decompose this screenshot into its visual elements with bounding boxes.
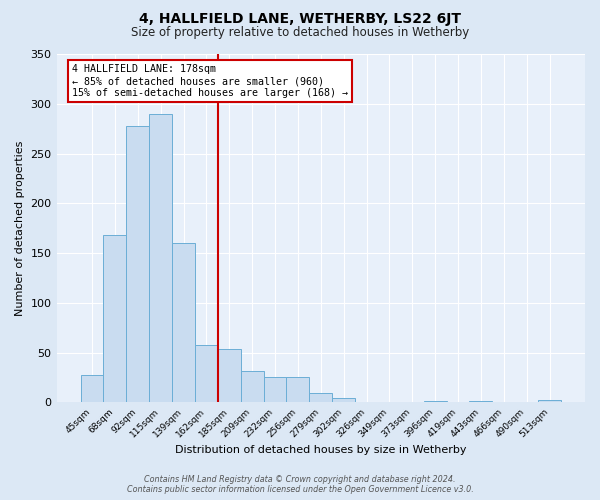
Bar [172,243,195,402]
Bar [241,370,263,402]
Bar [286,376,310,402]
Text: Size of property relative to detached houses in Wetherby: Size of property relative to detached ho… [131,26,469,39]
Text: 4 HALLFIELD LANE: 178sqm
← 85% of detached houses are smaller (960)
15% of semi-: 4 HALLFIELD LANE: 178sqm ← 85% of detach… [73,64,349,98]
Text: 4, HALLFIELD LANE, WETHERBY, LS22 6JT: 4, HALLFIELD LANE, WETHERBY, LS22 6JT [139,12,461,26]
Bar [218,348,241,403]
Bar [103,235,127,402]
Bar [424,400,446,402]
Bar [263,376,286,402]
Text: Contains HM Land Registry data © Crown copyright and database right 2024.
Contai: Contains HM Land Registry data © Crown c… [127,474,473,494]
Bar [195,344,218,403]
Y-axis label: Number of detached properties: Number of detached properties [15,140,25,316]
Bar [127,126,149,402]
X-axis label: Distribution of detached houses by size in Wetherby: Distribution of detached houses by size … [175,445,467,455]
Bar [538,400,561,402]
Bar [310,392,332,402]
Bar [149,114,172,403]
Bar [469,400,493,402]
Bar [80,374,103,402]
Bar [332,398,355,402]
